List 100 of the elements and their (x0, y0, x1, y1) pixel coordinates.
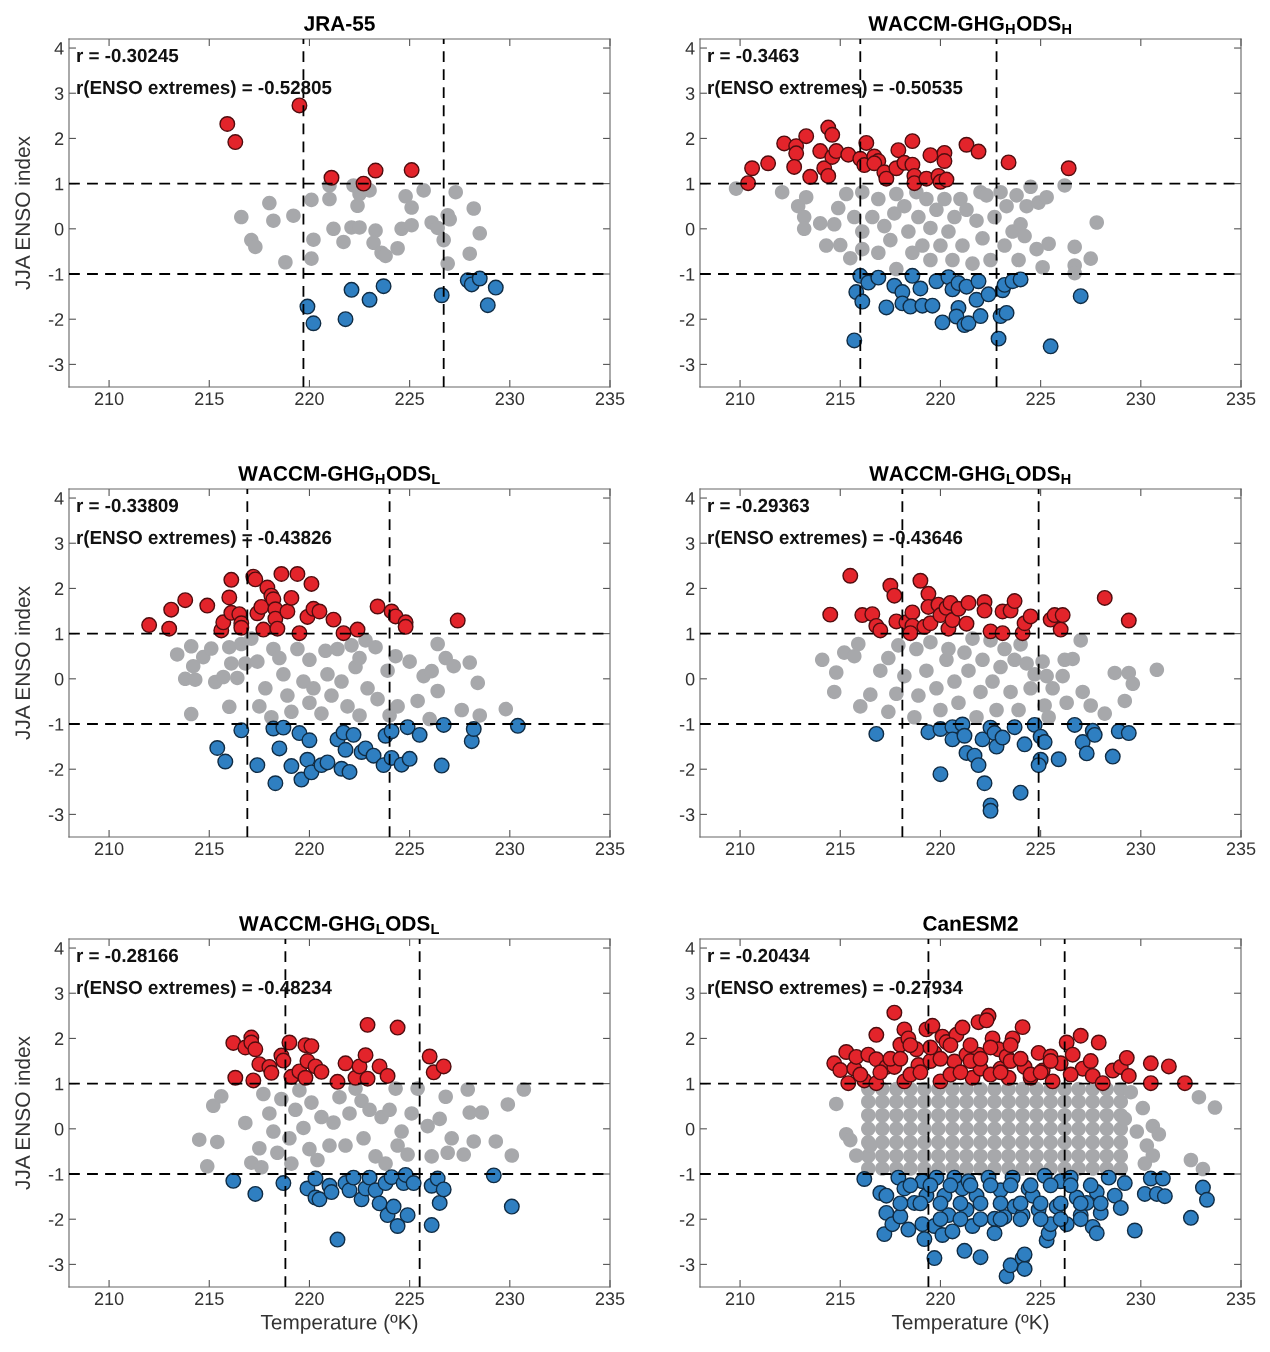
point (311, 1191, 328, 1208)
chart-title: JRA-55 (303, 16, 375, 31)
point (479, 297, 496, 314)
point (279, 603, 296, 620)
point (342, 1106, 357, 1121)
point (444, 1131, 459, 1146)
point (912, 572, 929, 589)
point (329, 1231, 346, 1248)
annotation: r = -0.28166 (77, 948, 179, 963)
x-tick-label: 220 (295, 1292, 324, 1306)
point (1054, 607, 1071, 624)
point (336, 234, 351, 250)
point (304, 1095, 319, 1110)
point (976, 602, 993, 619)
point (289, 565, 306, 582)
point (433, 287, 450, 304)
point (411, 726, 428, 743)
point (292, 1083, 307, 1098)
point (221, 589, 238, 606)
y-tick-label: 0 (685, 672, 695, 686)
y-tick-label: -1 (679, 718, 695, 731)
point (466, 1134, 482, 1149)
y-tick-label: 4 (54, 42, 64, 55)
x-tick-label: 215 (195, 1292, 224, 1306)
x-tick-label: 210 (94, 842, 124, 856)
point (936, 153, 953, 170)
y-tick-label: 3 (54, 537, 64, 550)
y-tick-label: -3 (48, 1258, 64, 1272)
chart-title: WACCM-GHG$_{L}$ODS$_{L}$ (239, 916, 439, 934)
y-tick-label: 2 (686, 1032, 695, 1045)
annotation: r = -0.30245 (77, 48, 179, 63)
point (1120, 612, 1137, 629)
point (337, 741, 354, 758)
point (275, 1175, 292, 1192)
point (744, 160, 761, 177)
point (509, 717, 526, 734)
point (367, 162, 384, 179)
point (311, 603, 328, 620)
y-tick-label: -2 (679, 313, 695, 326)
point (842, 567, 859, 584)
point (256, 1086, 271, 1102)
point (956, 727, 973, 744)
point (904, 133, 921, 150)
y-tick-label: 3 (685, 537, 695, 550)
x-tick-label: 225 (1026, 1292, 1055, 1306)
point (163, 601, 180, 618)
point (432, 1111, 447, 1127)
point (421, 1048, 438, 1065)
y-tick-label: 2 (55, 582, 64, 595)
point (299, 751, 316, 768)
annotation: r = -0.20434 (708, 948, 810, 963)
point (266, 1124, 281, 1139)
point (337, 311, 354, 328)
point (368, 223, 383, 238)
point (1104, 748, 1121, 765)
x-tick-label: 235 (595, 392, 625, 406)
annotation: r = -0.29363 (708, 498, 810, 513)
point (416, 183, 431, 198)
point (199, 597, 216, 614)
point (214, 1088, 229, 1104)
chart-title: WACCM-GHG$_{L}$ODS$_{H}$ (869, 466, 1071, 484)
point (323, 1184, 340, 1201)
point (854, 293, 871, 310)
point (431, 1194, 448, 1211)
point (970, 143, 987, 160)
chart-title: WACCM-GHG$_{H}$ODS$_{H}$ (868, 16, 1072, 34)
x-tick-label: 220 (926, 392, 955, 406)
point (788, 145, 805, 162)
point (394, 1124, 409, 1139)
point (760, 155, 777, 172)
point (354, 1093, 369, 1109)
point (341, 763, 358, 780)
y-tick-label: 0 (54, 672, 64, 686)
point (382, 1102, 397, 1118)
point (968, 291, 985, 308)
point (247, 1185, 264, 1202)
y-tick-label: -2 (48, 313, 64, 326)
x-tick-label: 220 (295, 392, 324, 406)
point (924, 297, 941, 314)
point (1016, 736, 1033, 753)
point (357, 1047, 374, 1064)
point (472, 226, 488, 241)
y-tick-label: 1 (686, 177, 695, 191)
point (462, 1105, 478, 1120)
point (371, 1195, 388, 1212)
point (356, 1131, 371, 1146)
point (326, 1115, 341, 1130)
point (960, 594, 977, 611)
point (359, 1016, 376, 1033)
point (1006, 593, 1023, 610)
point (822, 606, 839, 623)
y-tick-label: 1 (686, 627, 695, 641)
point (305, 315, 322, 332)
y-tick-label: 3 (54, 87, 64, 100)
y-tick-label: 1 (55, 1077, 64, 1091)
point (275, 719, 292, 736)
point (209, 1134, 225, 1150)
point (161, 620, 178, 637)
point (385, 1198, 402, 1215)
point (404, 217, 419, 233)
